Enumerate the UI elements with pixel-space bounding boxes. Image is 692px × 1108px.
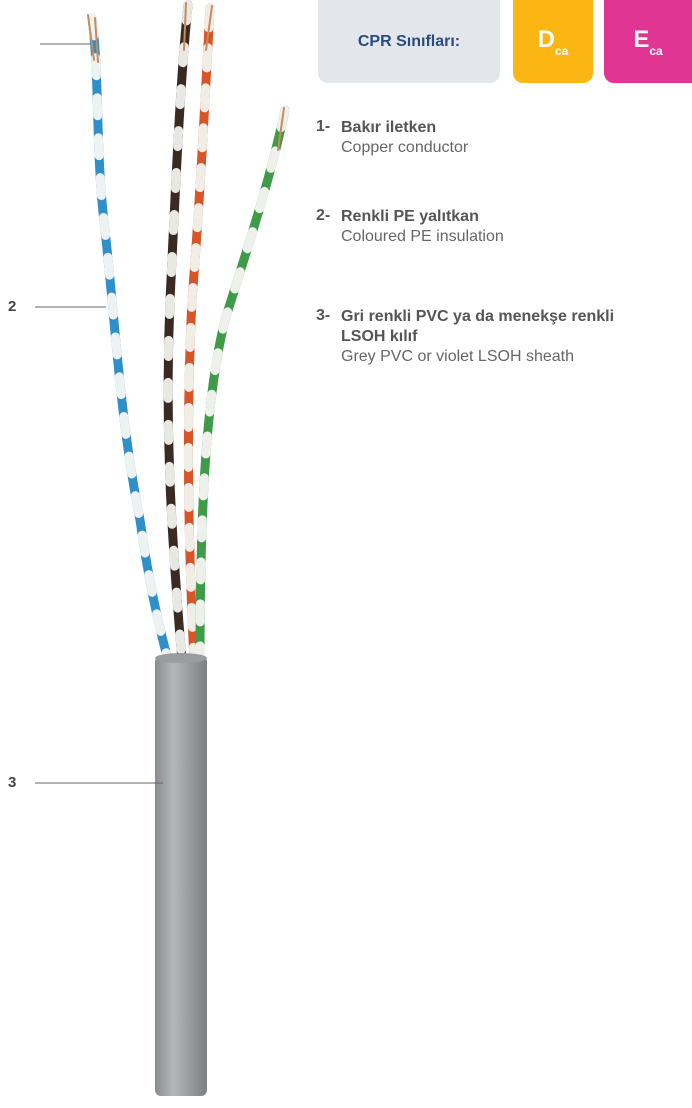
item-number: 1- [316,118,331,135]
class-letter: D [537,25,555,53]
class-sub: ca [554,43,569,58]
cpr-label: CPR Sınıfları: [357,32,461,50]
item-en: Grey PVC or violet LSOH sheath [341,348,574,365]
item-number: 3- [316,307,331,324]
item-tr: Bakır iletken [341,119,437,136]
item-en: Copper conductor [341,139,469,156]
component-item: 3- Gri renkli PVC ya da menekşe renkli L… [316,307,656,367]
class-letter: E [633,25,650,53]
class-badge: Eca [604,0,692,83]
callout-number: 3 [8,774,17,791]
item-number: 2- [316,207,331,224]
component-item: 1- Bakır iletken Copper conductor [316,118,656,158]
component-item: 2- Renkli PE yalıtkan Coloured PE insula… [316,207,656,247]
sheath [155,656,207,1096]
class-badge: Dca [513,0,593,83]
item-en: Coloured PE insulation [341,228,504,245]
wires [87,0,290,665]
callout-lines [35,43,163,784]
callout-number: 2 [8,298,17,315]
class-sub: ca [649,43,663,58]
item-tr: Gri renkli PVC ya da menekşe renkli LSOH… [341,308,615,345]
sheath-end [155,653,207,663]
cpr-label-badge: CPR Sınıfları: [318,0,500,83]
item-tr: Renkli PE yalıtkan [341,208,479,225]
